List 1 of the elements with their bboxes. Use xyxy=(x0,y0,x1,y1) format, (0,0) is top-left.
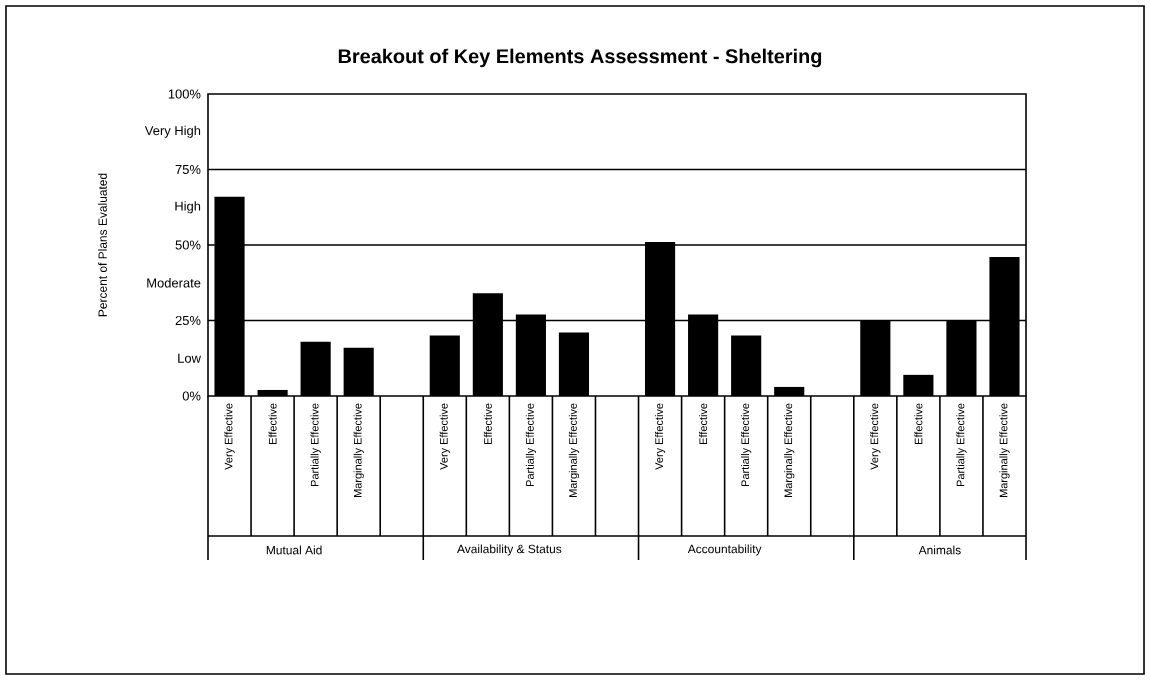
chart-title: Breakout of Key Elements Assessment - Sheltering xyxy=(338,48,822,68)
